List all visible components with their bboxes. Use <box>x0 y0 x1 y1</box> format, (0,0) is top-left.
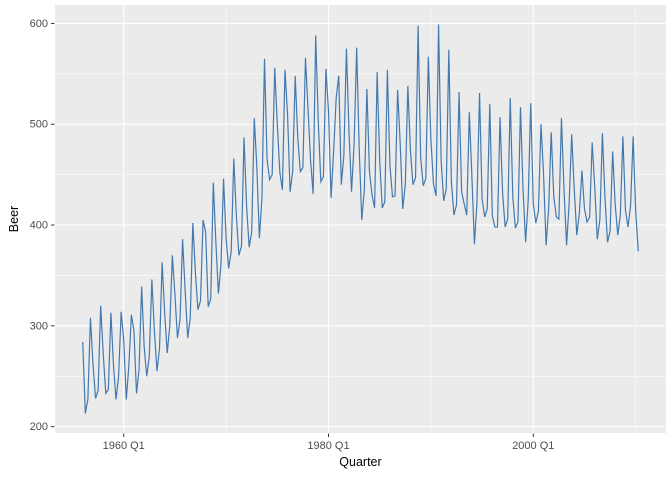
data-line-beer <box>82 24 639 414</box>
y-tick-label: 300 <box>30 320 48 332</box>
y-tick-label: 400 <box>30 220 48 232</box>
x-tick-label: 1980 Q1 <box>307 440 349 452</box>
x-tick-label: 1960 Q1 <box>103 440 145 452</box>
y-tick-label: 600 <box>30 18 48 30</box>
y-tick-label: 500 <box>30 119 48 131</box>
x-tick-label: 2000 Q1 <box>512 440 554 452</box>
x-axis-title: Quarter <box>339 455 382 469</box>
y-axis-title: Beer <box>7 205 21 233</box>
y-tick-label: 200 <box>30 421 48 433</box>
